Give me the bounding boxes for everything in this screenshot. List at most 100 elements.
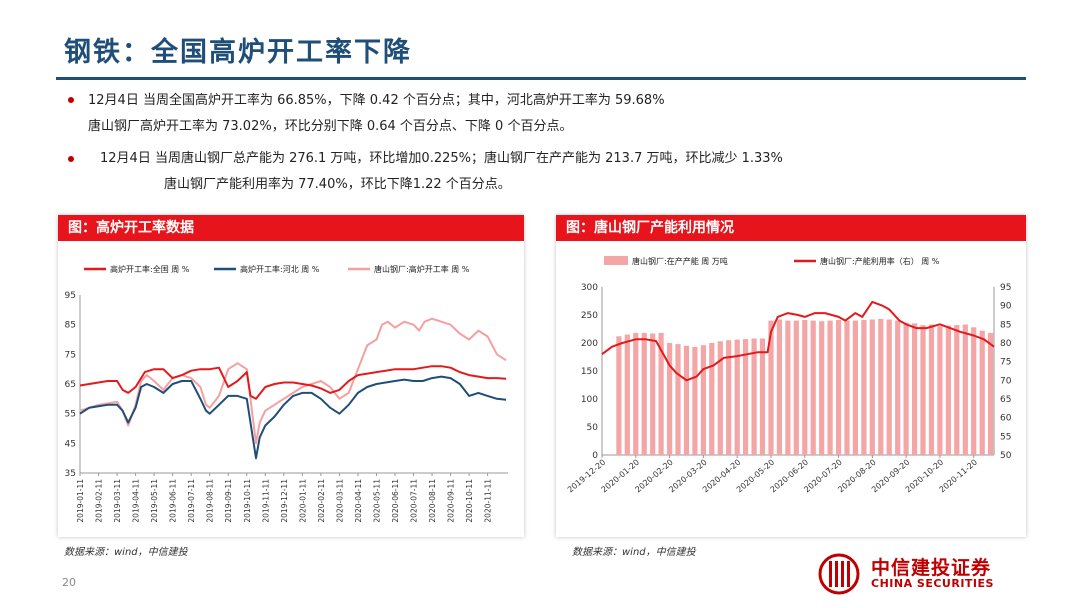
page-number: 20 [62,576,76,589]
series-line-0 [79,365,507,400]
legend-label-bar: 唐山钢厂:在产产能 周 万吨 [632,256,728,266]
bar [675,344,681,455]
title-rule [56,77,1026,80]
x-tick-label: 2019-11-11 [261,479,270,523]
citic-logo-icon [818,553,860,595]
legend-label-1: 高炉开工率:河北 周 % [240,264,320,274]
bullet-2-line1: 12月4日 当周唐山钢厂总产能为 276.1 万吨，环比增加0.225%；唐山钢… [100,151,783,166]
bar [827,320,833,455]
right-chart-header: 图：唐山钢厂产能利用情况 [556,215,1026,241]
y-right-tick-label: 95 [1000,283,1011,293]
left-chart-panel: 图：高炉开工率数据 高炉开工率:全国 周 % 高炉开工率:河北 周 % 唐山钢厂:高… [58,215,524,537]
x-tick-label: 2019-07-11 [187,479,196,523]
x-tick-label: 2020-04-11 [354,479,363,523]
y-right-tick-label: 80 [1000,339,1012,349]
legend-label-2: 唐山钢厂:高炉开工率 周 % [374,264,470,274]
bar [759,338,766,455]
x-tick-label: 2019-06-11 [169,479,178,523]
y-right-tick-label: 85 [1000,320,1011,330]
right-chart: 唐山钢厂:在产产能 周 万吨 唐山钢厂:产能利用率（右） 周 % 0 50 100 150… [566,256,1012,494]
x-tick-label: 2019-09-11 [224,479,233,523]
bar [869,319,875,455]
y-left-tick-label: 250 [581,311,598,321]
left-chart: 高炉开工率:全国 周 % 高炉开工率:河北 周 % 唐山钢厂:高炉开工率 周 % 35… [65,264,508,523]
bar [726,340,732,455]
legend-label-line: 唐山钢厂:产能利用率（右） 周 % [820,256,940,266]
legend-label-0: 高炉开工率:全国 周 % [110,264,190,274]
right-chart-source: 数据来源：wind，中信建投 [572,547,696,558]
y-left-tick-label: 200 [581,339,598,349]
x-tick-label: 2019-04-11 [132,479,141,523]
legend-swatch-bar [604,256,628,265]
bullet-1-line1: 12月4日 当周全国高炉开工率为 66.85%，下降 0.42 个百分点；其中，… [88,93,665,108]
bar [912,323,918,455]
bar [878,318,884,455]
bullet-2: 12月4日 当周唐山钢厂总产能为 276.1 万吨，环比增加0.225%；唐山钢… [100,146,1060,198]
x-tick-label: 2020-06-11 [391,479,400,523]
bar [810,320,816,455]
bar [920,325,926,455]
x-tick-label: 2020-10-11 [465,479,474,523]
y-tick-label: 55 [65,410,76,420]
x-tick-label: 2020-11-11 [484,479,493,523]
bar [988,332,994,455]
y-right-tick-label: 50 [1000,451,1012,461]
y-right-tick-label: 65 [1000,395,1011,405]
logo-cn-text: 中信建投证券 [871,557,992,579]
x-tick-label: 2019-10-11 [243,479,252,523]
bar [971,327,977,455]
bar [624,334,630,455]
bar [700,345,706,455]
y-tick-label: 75 [65,350,76,360]
bullet-2-dot [68,156,74,162]
y-left-tick-label: 100 [581,395,598,405]
right-chart-panel: 图：唐山钢厂产能利用情况 唐山钢厂:在产产能 周 万吨 唐山钢厂:产能利用率（右）… [556,215,1026,537]
left-chart-source: 数据来源：wind，中信建投 [64,547,188,558]
bar [945,325,951,455]
bar [650,333,656,455]
y-tick-label: 85 [65,321,76,331]
y-right-tick-label: 90 [1000,302,1012,312]
bar [852,320,858,455]
bar [886,319,892,455]
bullet-1-line2: 唐山钢厂高炉开工率为 73.02%，环比分别下降 0.64 个百分点、下降 0 … [88,119,573,134]
bar [793,320,799,455]
bullet-1: 12月4日 当周全国高炉开工率为 66.85%，下降 0.42 个百分点；其中，… [88,88,1018,140]
x-tick-label: 2020-09-11 [447,479,456,523]
y-right-tick-label: 60 [1000,414,1012,424]
bar [802,320,808,455]
bar [616,336,622,455]
bullet-2-line2: 唐山钢厂产能利用率为 77.40%，环比下降1.22 个百分点。 [164,177,511,192]
bar [667,343,673,455]
bar [683,345,690,455]
page-title: 钢铁：全国高炉开工率下降 [64,37,412,68]
bar [979,330,985,455]
bar [785,320,791,455]
y-right-tick-label: 70 [1000,376,1012,386]
y-tick-label: 95 [65,291,76,301]
bar [641,332,647,455]
bar [717,341,723,455]
x-tick-label: 2020-01-11 [298,479,307,523]
bar [937,326,943,455]
y-right-tick-label: 75 [1000,358,1011,368]
company-logo: 中信建投证券 CHINA SECURITIES [815,553,1030,595]
bar [709,343,715,455]
logo-en-text: CHINA SECURITIES [871,577,994,590]
x-tick-label: 2019-05-11 [150,479,159,523]
bar [734,339,740,455]
y-left-tick-label: 0 [592,451,598,461]
y-left-tick-label: 150 [581,367,598,377]
x-tick-label: 2020-08-11 [428,479,437,523]
x-tick-label: 2019-08-11 [206,479,215,523]
bar [776,319,782,455]
x-tick-label: 2019-01-11 [76,479,85,523]
bar [861,320,867,455]
bar [903,322,909,455]
x-tick-label: 2019-12-11 [280,479,289,523]
y-tick-label: 65 [65,380,76,390]
bar [836,320,842,455]
bar [768,320,774,455]
bar [895,320,901,455]
y-right-tick-label: 55 [1000,432,1011,442]
